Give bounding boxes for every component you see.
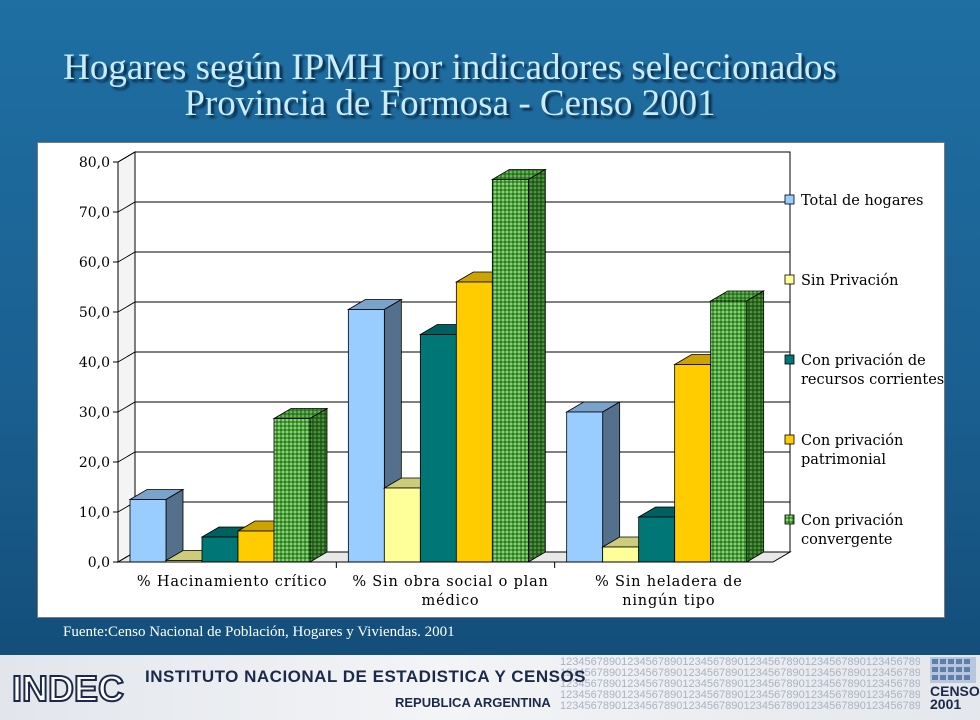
legend-swatch xyxy=(784,434,795,445)
y-tick-label: 20,0 xyxy=(79,455,110,471)
y-tick-label: 30,0 xyxy=(79,405,110,421)
x-category-label: ningún tipo xyxy=(622,593,715,609)
bar-0-2 xyxy=(566,411,604,563)
title-line-2: Provincia de Formosa - Censo 2001 xyxy=(184,83,716,124)
y-tick-label: 10,0 xyxy=(79,505,110,521)
bar-1-2 xyxy=(602,546,640,563)
chart-area: 0,0 10,0 20,0 30,0 40,0 50,0 60,0 70,0 80,0 % Hac… xyxy=(37,142,945,618)
bar-chart: 0,0 10,0 20,0 30,0 40,0 50,0 60,0 70,0 80,0 % Hac… xyxy=(79,151,944,609)
bar-2-1 xyxy=(419,334,457,563)
legend-swatch xyxy=(784,194,795,205)
gridline xyxy=(117,251,790,263)
x-category-label: % Hacinamiento crítico xyxy=(137,574,328,590)
footer-digit-pattern: 1234567890123456789012345678901234567890… xyxy=(560,657,920,712)
x-category-label: % Sin heladera de xyxy=(595,574,743,590)
bar-4-2 xyxy=(710,300,748,563)
gridline xyxy=(117,351,790,363)
bar-2-0 xyxy=(201,536,239,563)
svg-text:INDEC: INDEC xyxy=(12,671,124,705)
bar-1-1 xyxy=(383,487,421,563)
legend-label: Total de hogares xyxy=(801,193,923,209)
bar-0-1 xyxy=(347,309,385,563)
bar-2-2 xyxy=(638,516,676,563)
bar-4-1 xyxy=(491,179,529,563)
y-tick-label: 70,0 xyxy=(79,205,110,221)
legend-swatch xyxy=(784,354,795,365)
x-category-label: médico xyxy=(422,593,480,609)
legend-swatch xyxy=(784,514,795,525)
gridline xyxy=(117,151,790,163)
legend-label: convergente xyxy=(801,532,893,548)
bar-side-0-0 xyxy=(165,488,184,563)
bar-3-2 xyxy=(674,364,712,563)
bar-side-4-2 xyxy=(746,290,765,563)
legend-label: Con privación xyxy=(801,513,903,529)
footer-banner: 1234567890123456789012345678901234567890… xyxy=(0,655,980,720)
chart-title: Hogares según IPMH por indicadores selec… xyxy=(0,47,900,124)
legend-label: Sin Privación xyxy=(801,273,899,289)
bar-side-4-0 xyxy=(309,407,328,563)
legend-label: patrimonial xyxy=(801,452,886,468)
gridline xyxy=(117,401,790,413)
bar-3-0 xyxy=(237,530,275,563)
source-note: Fuente:Censo Nacional de Población, Hoga… xyxy=(63,624,455,640)
legend-label: Con privación de xyxy=(801,353,926,369)
gridline xyxy=(117,201,790,213)
country-name: REPUBLICA ARGENTINA xyxy=(395,695,551,710)
bar-4-0 xyxy=(273,418,311,563)
x-category-label: % Sin obra social o plan xyxy=(352,574,548,590)
indec-logo: INDEC xyxy=(12,671,125,705)
title-line-1: Hogares según IPMH por indicadores selec… xyxy=(63,47,837,88)
gridline xyxy=(117,301,790,313)
legend-label: recursos corrientes xyxy=(801,372,944,388)
institution-name: INSTITUTO NACIONAL DE ESTADISTICA Y CENS… xyxy=(145,667,587,686)
y-tick-label: 80,0 xyxy=(79,155,110,171)
bar-side-4-1 xyxy=(527,168,546,563)
bar-0-0 xyxy=(129,499,167,563)
y-tick-label: 50,0 xyxy=(79,305,110,321)
y-tick-label: 40,0 xyxy=(79,355,110,371)
y-tick-label: 0,0 xyxy=(88,555,110,571)
bar-3-1 xyxy=(455,281,493,563)
legend-label: Con privación xyxy=(801,433,903,449)
census-logo-text: CENSO 2001 xyxy=(930,683,980,712)
y-tick-label: 60,0 xyxy=(79,255,110,271)
legend-swatch xyxy=(784,274,795,285)
bar-side-0-2 xyxy=(602,401,621,563)
census-logo xyxy=(930,657,976,683)
